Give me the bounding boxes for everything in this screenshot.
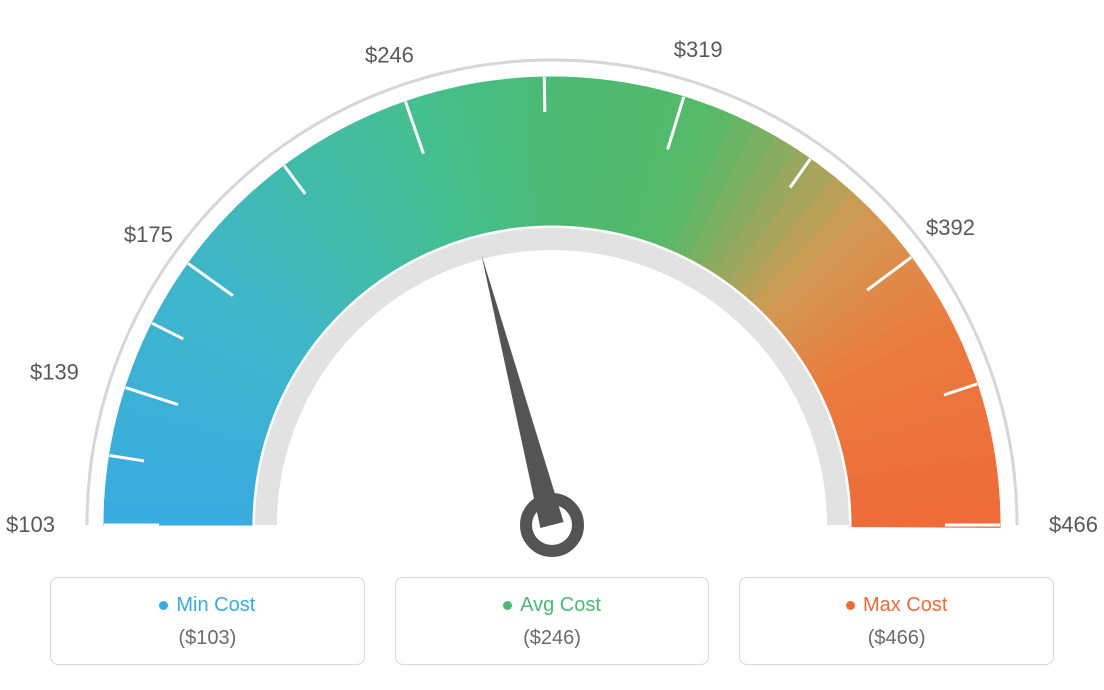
legend-dot-max	[846, 601, 855, 610]
gauge-color-arc	[104, 77, 1000, 527]
legend-value-min: ($103)	[61, 627, 354, 650]
gauge-minor-tick	[544, 77, 545, 112]
legend-dot-avg	[503, 601, 512, 610]
gauge-svg: $103 $139 $175 $246 $319 $392 $466	[0, 0, 1104, 560]
legend-label-avg: Avg Cost	[503, 594, 601, 617]
legend-value-max: ($466)	[750, 627, 1043, 650]
legend-row: Min Cost ($103) Avg Cost ($246) Max Cost…	[0, 577, 1104, 665]
gauge-needle	[481, 254, 563, 528]
gauge-tick-label: $175	[124, 222, 173, 247]
legend-value-avg: ($246)	[406, 627, 699, 650]
gauge-tick-label: $466	[1049, 512, 1098, 537]
gauge-chart: $103 $139 $175 $246 $319 $392 $466	[0, 0, 1104, 560]
legend-label-min: Min Cost	[159, 594, 255, 617]
gauge-tick-label: $103	[6, 512, 55, 537]
legend-card-max: Max Cost ($466)	[739, 577, 1054, 665]
legend-label-avg-text: Avg Cost	[520, 594, 601, 617]
legend-label-min-text: Min Cost	[176, 594, 255, 617]
gauge-tick-label: $319	[674, 37, 723, 62]
gauge-tick-label: $139	[30, 360, 79, 385]
legend-card-min: Min Cost ($103)	[50, 577, 365, 665]
legend-card-avg: Avg Cost ($246)	[395, 577, 710, 665]
gauge-tick-label: $392	[926, 215, 975, 240]
legend-label-max: Max Cost	[846, 594, 947, 617]
gauge-tick-label: $246	[365, 42, 414, 67]
legend-dot-min	[159, 601, 168, 610]
legend-label-max-text: Max Cost	[863, 594, 947, 617]
